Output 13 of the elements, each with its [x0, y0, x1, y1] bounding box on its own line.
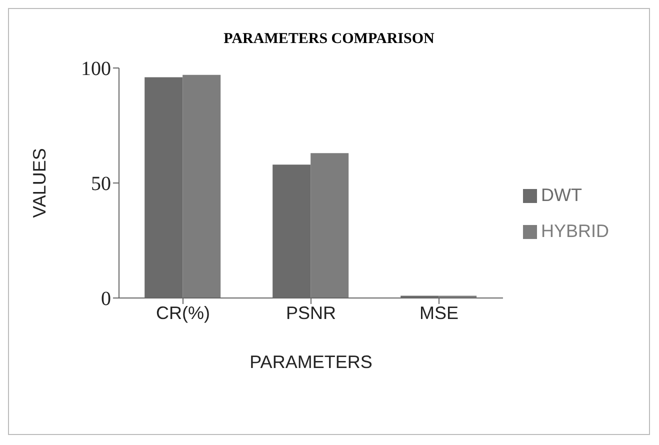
chart-title: PARAMETERS COMPARISON [222, 31, 436, 48]
x-tick-label: MSE [419, 302, 458, 323]
x-tick-label: CR(%) [156, 302, 210, 323]
legend-label: DWT [540, 185, 582, 205]
bar [182, 74, 221, 298]
bar [310, 153, 349, 298]
y-tick-label: 100 [81, 58, 111, 80]
y-tick-label: 50 [91, 173, 111, 196]
y-tick-label: 0 [101, 288, 111, 310]
legend-label: HYBRID [540, 221, 609, 241]
x-tick-label: PSNR [286, 302, 336, 323]
y-axis-title: VALUES [29, 148, 50, 218]
x-axis-title: PARAMETERS [250, 352, 372, 372]
